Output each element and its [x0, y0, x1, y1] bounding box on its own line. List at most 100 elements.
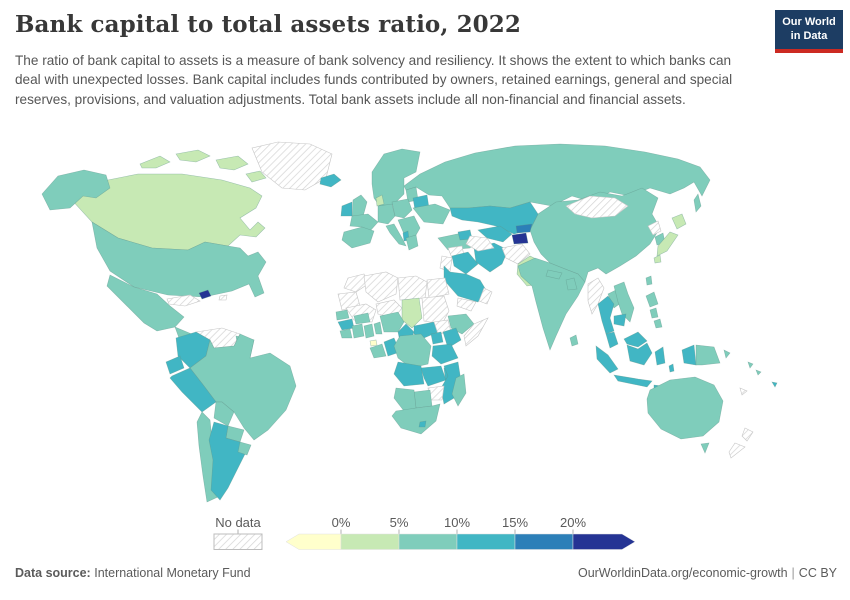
country-kyrgyzstan[interactable]: [515, 223, 533, 234]
world-choropleth-map: No data 0% 5% 10% 15% 20%: [41, 141, 778, 550]
country-solomon-islands[interactable]: [747, 361, 762, 376]
footer-datasource-value: International Monetary Fund: [94, 566, 251, 580]
legend-swatch-0-5pct[interactable]: [340, 533, 400, 550]
country-somalia[interactable]: [463, 317, 489, 347]
country-malaysia[interactable]: [605, 331, 648, 349]
country-morocco[interactable]: [343, 273, 369, 293]
country-new-zealand[interactable]: [728, 427, 754, 459]
country-nigeria[interactable]: [379, 311, 405, 333]
country-iraq[interactable]: [451, 251, 479, 275]
country-uruguay[interactable]: [237, 441, 252, 456]
page-title: Bank capital to total assets ratio, 2022: [15, 11, 521, 38]
country-ecuador[interactable]: [165, 355, 185, 375]
country-algeria[interactable]: [363, 271, 399, 303]
country-thailand[interactable]: [597, 295, 615, 335]
country-gabon[interactable]: [369, 343, 387, 359]
country-senegal[interactable]: [335, 309, 350, 321]
country-zambia[interactable]: [420, 365, 447, 387]
country-ghana[interactable]: [363, 323, 375, 339]
country-sierra-leone[interactable]: [339, 328, 353, 339]
country-china[interactable]: [529, 187, 661, 283]
country-scandinavia[interactable]: [371, 148, 421, 209]
country-japan[interactable]: [653, 213, 687, 264]
map-legend: No data 0% 5% 10% 15% 20%: [213, 515, 636, 550]
country-mongolia[interactable]: [565, 195, 629, 219]
map-layer: [41, 141, 778, 503]
legend-no-data-label: No data: [215, 515, 261, 530]
legend-tick-marks: [340, 529, 574, 534]
country-philippines[interactable]: [645, 291, 663, 329]
country-cuba[interactable]: [166, 294, 201, 307]
country-bangladesh[interactable]: [565, 277, 578, 291]
country-ukraine[interactable]: [412, 203, 451, 225]
country-tanzania[interactable]: [431, 343, 459, 365]
country-lesotho[interactable]: [418, 420, 427, 428]
chart-subtitle: The ratio of bank capital to assets is a…: [15, 53, 733, 107]
country-italy[interactable]: [385, 223, 407, 247]
country-haiti[interactable]: [198, 289, 212, 300]
legend-tick-1: 5%: [390, 515, 409, 530]
country-canada[interactable]: [69, 149, 267, 251]
country-iberia[interactable]: [341, 226, 375, 249]
country-peru[interactable]: [169, 367, 217, 413]
country-yemen[interactable]: [456, 297, 477, 312]
footer-datasource: Data source: International Monetary Fund: [15, 566, 251, 580]
footer-url[interactable]: OurWorldinData.org/economic-growth: [577, 566, 788, 580]
country-namibia[interactable]: [393, 387, 417, 412]
country-uganda[interactable]: [430, 331, 444, 345]
legend-swatch-5-10pct[interactable]: [398, 533, 458, 550]
legend-tick-3: 15%: [502, 515, 528, 530]
country-puerto-rico[interactable]: [218, 294, 228, 301]
country-afghanistan[interactable]: [501, 243, 531, 265]
country-sri-lanka[interactable]: [569, 334, 579, 347]
country-denmark[interactable]: [375, 194, 385, 207]
country-australia[interactable]: [646, 376, 724, 454]
country-egypt[interactable]: [426, 277, 450, 299]
country-mozambique[interactable]: [440, 361, 462, 405]
country-sudan[interactable]: [421, 295, 450, 325]
country-chad[interactable]: [401, 297, 423, 329]
country-burkina-faso[interactable]: [353, 312, 371, 325]
country-ireland[interactable]: [340, 201, 353, 217]
legend-swatch-15-20pct[interactable]: [514, 533, 574, 550]
footer: Data source: International Monetary Fund…: [15, 566, 837, 580]
country-botswana[interactable]: [413, 389, 433, 409]
country-usa[interactable]: [41, 169, 267, 298]
country-uzbekistan[interactable]: [477, 225, 513, 243]
country-central-europe[interactable]: [391, 198, 413, 219]
country-oman[interactable]: [478, 287, 493, 305]
country-kenya[interactable]: [442, 327, 462, 349]
legend-swatch-above-20pct[interactable]: [572, 533, 636, 550]
country-equatorial-guinea[interactable]: [369, 339, 378, 347]
country-north-korea[interactable]: [647, 220, 662, 236]
owid-logo-line2: in Data: [790, 29, 828, 42]
country-benin-togo[interactable]: [373, 321, 383, 335]
country-cote-divoire[interactable]: [351, 323, 365, 339]
country-guinea[interactable]: [337, 318, 355, 331]
country-germany[interactable]: [377, 203, 396, 225]
country-fiji[interactable]: [771, 381, 778, 388]
country-argentina[interactable]: [208, 421, 248, 501]
country-taiwan[interactable]: [645, 275, 653, 286]
country-papua-new-guinea[interactable]: [695, 344, 731, 366]
legend-swatch-below-0pct[interactable]: [285, 533, 342, 550]
country-tajikistan[interactable]: [511, 232, 529, 245]
owid-logo[interactable]: Our World in Data: [775, 10, 843, 53]
owid-logo-line1: Our World: [782, 16, 836, 28]
country-cambodia[interactable]: [613, 313, 627, 327]
country-libya[interactable]: [397, 275, 428, 301]
country-new-caledonia[interactable]: [739, 387, 748, 396]
legend-swatch-10-15pct[interactable]: [456, 533, 516, 550]
country-vietnam[interactable]: [613, 281, 635, 323]
country-greece[interactable]: [405, 234, 419, 251]
country-madagascar[interactable]: [451, 373, 467, 407]
country-turkmenistan[interactable]: [465, 235, 495, 252]
country-iceland[interactable]: [319, 173, 342, 188]
country-nepal[interactable]: [545, 269, 563, 280]
country-south-africa[interactable]: [391, 403, 441, 435]
legend-no-data-swatch[interactable]: [213, 533, 263, 550]
footer-datasource-label: Data source:: [15, 566, 91, 580]
country-angola[interactable]: [393, 361, 425, 387]
country-bolivia[interactable]: [213, 401, 235, 427]
footer-license[interactable]: CC BY: [798, 566, 837, 580]
